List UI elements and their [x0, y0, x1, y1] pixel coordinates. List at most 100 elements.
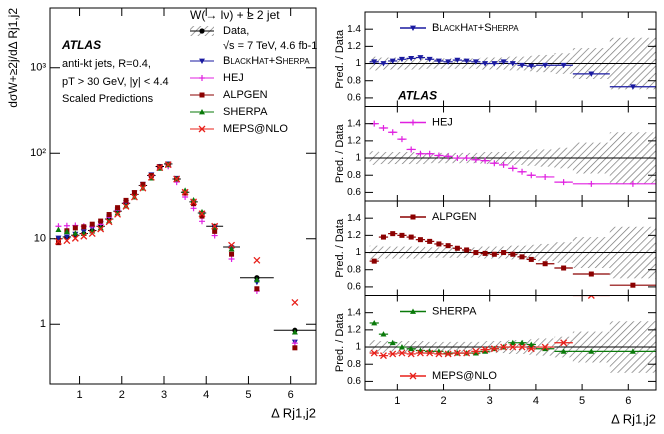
marker	[500, 343, 508, 351]
y-tick-label: 0.8	[347, 75, 361, 86]
marker	[501, 250, 507, 256]
marker	[407, 350, 415, 358]
marker	[509, 165, 516, 172]
marker	[435, 350, 443, 358]
marker	[528, 63, 535, 70]
marker	[463, 349, 471, 357]
legend-label: SHERPA	[223, 106, 268, 118]
marker	[426, 56, 433, 63]
y-tick-label: 0.8	[347, 264, 361, 275]
marker	[123, 197, 129, 203]
marker	[417, 150, 424, 157]
marker	[212, 228, 218, 234]
marker	[410, 119, 416, 126]
marker	[481, 346, 489, 354]
y-tick-label: 1	[355, 342, 361, 353]
marker	[199, 92, 205, 98]
marker	[560, 348, 567, 354]
marker	[490, 345, 498, 353]
marker	[560, 339, 568, 347]
marker	[63, 234, 70, 240]
y-tick-label: 10³	[30, 62, 46, 74]
y-tick-label: 1.4	[347, 118, 361, 129]
marker	[629, 180, 636, 187]
marker	[389, 339, 396, 346]
y-tick-label: 1.2	[347, 230, 361, 241]
marker	[435, 152, 442, 159]
y-axis-label: Pred. / Data	[334, 218, 346, 278]
marker	[527, 345, 535, 353]
marker	[588, 180, 595, 187]
marker	[199, 58, 205, 64]
plot-frame	[49, 7, 317, 385]
marker	[427, 238, 433, 244]
marker	[542, 345, 549, 352]
marker	[482, 157, 489, 164]
annotation: ATLAS	[397, 89, 437, 103]
panel-area	[365, 120, 656, 187]
panel-area	[365, 37, 656, 90]
marker	[55, 240, 61, 246]
marker	[291, 340, 298, 347]
legend-label: BlackHat+Sherpa	[223, 55, 310, 67]
panel-area	[365, 226, 656, 288]
marker	[292, 345, 298, 351]
x-tick-label: 4	[203, 389, 209, 401]
marker	[519, 168, 526, 175]
marker	[445, 243, 451, 249]
marker	[199, 109, 205, 115]
y-tick-label: 1	[355, 247, 361, 258]
marker	[588, 71, 595, 77]
y-tick-label: 0.8	[347, 359, 361, 370]
marker	[630, 282, 636, 288]
marker	[98, 218, 104, 224]
marker	[491, 251, 497, 257]
marker	[426, 150, 433, 157]
marker	[519, 339, 526, 346]
marker	[587, 295, 595, 299]
marker	[291, 329, 298, 335]
marker	[199, 28, 205, 34]
y-tick-label: 1	[40, 318, 46, 330]
x-tick-label: 4	[533, 395, 539, 407]
marker	[140, 181, 146, 187]
marker	[291, 298, 299, 306]
marker	[482, 250, 488, 256]
marker	[228, 241, 236, 249]
y-tick-label: 0.8	[347, 170, 361, 181]
marker	[528, 341, 535, 347]
marker	[370, 349, 378, 357]
marker	[454, 245, 460, 251]
marker	[390, 231, 396, 237]
legend-label: SHERPA	[432, 305, 477, 317]
marker	[453, 349, 461, 357]
y-tick-label: 1	[355, 153, 361, 164]
x-axis-label: Δ Rj1,j2	[611, 411, 656, 426]
annotation: Scaled Predictions	[62, 93, 154, 105]
marker	[528, 256, 534, 262]
marker	[588, 348, 595, 354]
y-tick-label: 0.6	[347, 282, 361, 293]
marker	[190, 205, 197, 212]
marker	[115, 205, 121, 211]
marker	[472, 347, 480, 355]
marker	[54, 237, 62, 245]
marker	[71, 234, 79, 242]
marker	[371, 319, 378, 326]
marker	[198, 125, 206, 133]
marker	[482, 61, 489, 67]
annotation: ATLAS	[61, 38, 101, 52]
marker	[528, 172, 535, 179]
marker	[389, 129, 396, 136]
x-tick-label: 1	[394, 395, 400, 407]
marker	[399, 232, 405, 238]
legend-title: W(→ lν) + ≥ 2 jet	[190, 8, 280, 22]
legend-label: Data,	[223, 25, 249, 37]
y-tick-label: 1.4	[347, 213, 361, 224]
marker	[473, 250, 479, 256]
legend-label: BlackHat+Sherpa	[432, 22, 519, 34]
marker	[416, 349, 424, 357]
x-tick-label: 3	[487, 395, 493, 407]
y-axis-label: Pred. / Data	[334, 124, 346, 184]
